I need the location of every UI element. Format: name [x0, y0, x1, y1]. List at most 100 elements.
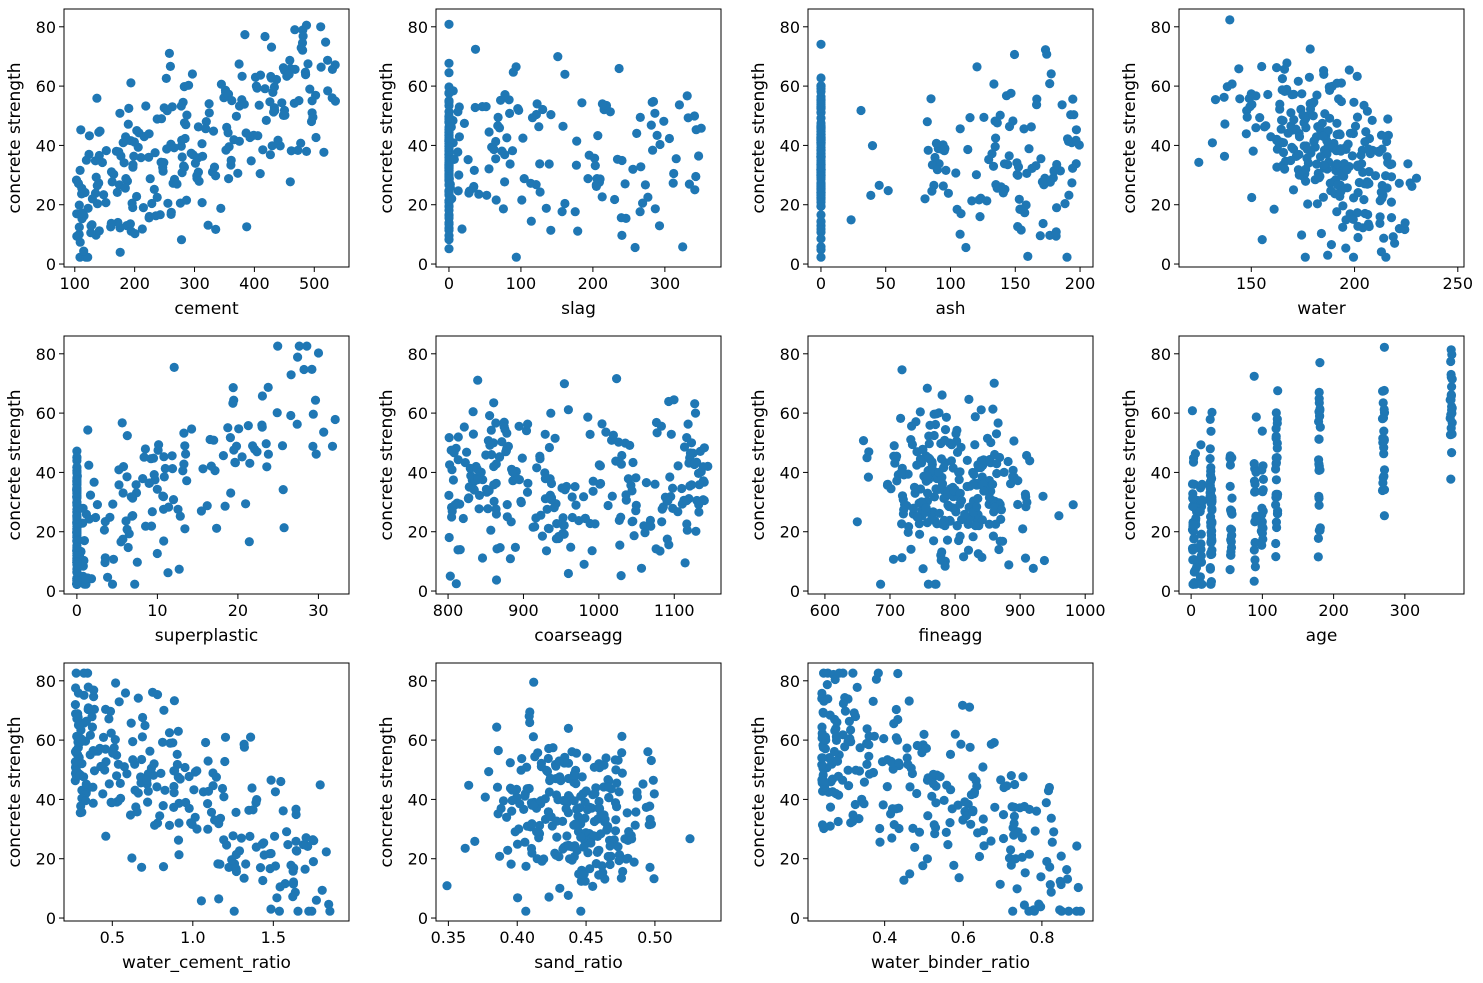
data-point: [818, 708, 829, 718]
data-point: [592, 174, 602, 184]
data-point: [444, 244, 454, 254]
data-point: [1323, 250, 1333, 260]
data-point: [529, 800, 539, 810]
data-point: [311, 449, 321, 459]
data-point: [979, 486, 989, 496]
data-point: [554, 852, 564, 862]
data-point: [217, 783, 228, 794]
data-point: [241, 859, 251, 869]
data-point: [924, 453, 934, 463]
data-point: [549, 503, 559, 513]
data-point: [926, 94, 936, 104]
data-point: [92, 181, 102, 191]
data-point: [589, 816, 600, 827]
data-point: [258, 875, 268, 886]
data-point: [1066, 110, 1076, 120]
x-tick-label: 900: [1005, 601, 1036, 620]
data-point: [899, 505, 909, 515]
data-point: [586, 838, 596, 848]
data-point: [114, 480, 124, 490]
data-point: [1020, 489, 1030, 499]
data-point: [491, 575, 502, 585]
data-point: [169, 696, 179, 706]
data-point: [866, 190, 876, 200]
data-point: [643, 192, 653, 202]
data-point: [561, 804, 571, 814]
data-point: [918, 861, 928, 871]
data-point: [956, 739, 966, 749]
y-tick-label: 80: [408, 345, 428, 364]
data-point: [663, 496, 673, 506]
data-point: [1188, 457, 1199, 467]
data-point: [952, 520, 962, 531]
data-point: [910, 842, 920, 853]
x-tick-label: 0: [1186, 601, 1196, 620]
data-point: [169, 788, 179, 798]
data-point: [986, 739, 996, 749]
data-point: [638, 198, 648, 208]
data-point: [1271, 424, 1281, 434]
data-point: [984, 154, 994, 165]
data-point: [233, 168, 243, 178]
data-point: [972, 781, 982, 791]
data-point: [300, 67, 310, 77]
data-point: [1294, 132, 1305, 142]
data-point: [458, 513, 468, 524]
data-point: [690, 185, 700, 195]
data-point: [129, 151, 139, 161]
data-point: [930, 579, 940, 589]
y-tick-label: 40: [780, 790, 800, 809]
data-point: [299, 364, 309, 375]
data-point: [1261, 121, 1271, 131]
data-point: [1022, 168, 1032, 178]
data-point: [816, 189, 826, 199]
data-point: [259, 838, 269, 848]
data-point: [212, 523, 222, 533]
data-point: [597, 99, 608, 109]
data-point: [552, 816, 562, 826]
data-point: [579, 559, 589, 569]
data-point: [991, 133, 1001, 143]
data-point: [1249, 576, 1259, 586]
data-point: [578, 870, 589, 880]
data-point: [311, 895, 321, 905]
data-point: [1271, 475, 1281, 485]
data-point: [564, 840, 574, 851]
data-point: [108, 499, 118, 509]
data-point: [145, 174, 155, 184]
data-point: [1447, 382, 1457, 392]
data-point: [941, 827, 951, 838]
y-tick-label: 60: [780, 731, 800, 750]
data-point: [974, 851, 985, 862]
data-point: [587, 546, 597, 556]
data-point: [627, 517, 637, 527]
data-point: [891, 453, 901, 464]
data-point: [832, 717, 842, 727]
data-point: [1447, 349, 1457, 360]
data-point: [610, 826, 621, 836]
data-point: [678, 242, 688, 252]
data-point: [228, 398, 238, 408]
x-tick-label: 0.45: [568, 928, 604, 947]
data-point: [289, 863, 299, 873]
data-point: [934, 467, 944, 477]
data-point: [87, 722, 97, 732]
data-point: [613, 842, 623, 852]
axes-frame: [63, 662, 350, 922]
y-tick-label: 60: [780, 77, 800, 96]
data-point: [533, 748, 543, 758]
data-point: [1257, 426, 1267, 436]
data-point: [903, 527, 913, 538]
data-point: [196, 896, 206, 906]
data-point: [905, 869, 915, 879]
data-point: [958, 700, 968, 710]
data-point: [1046, 887, 1056, 897]
x-tick-label: 600: [810, 601, 841, 620]
data-point: [517, 453, 527, 463]
data-point: [1272, 63, 1282, 73]
data-point: [570, 482, 580, 492]
data-point: [1314, 434, 1324, 444]
data-point: [664, 540, 674, 550]
